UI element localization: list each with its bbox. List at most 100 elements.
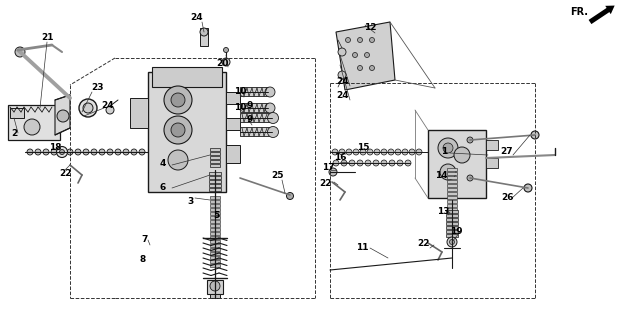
Circle shape [353,149,359,155]
Bar [210,216,220,219]
Bar [210,248,220,251]
Circle shape [268,126,278,137]
Circle shape [440,164,456,180]
Bar [8,105,60,140]
Text: 10: 10 [234,104,246,112]
Text: 17: 17 [322,163,334,172]
Circle shape [405,160,411,166]
Text: 20: 20 [216,59,228,68]
Bar [210,152,220,155]
Circle shape [367,149,373,155]
Bar [486,158,498,168]
Circle shape [60,150,65,155]
Circle shape [353,53,358,58]
Text: 10: 10 [234,88,246,96]
Bar [210,196,220,199]
Circle shape [346,38,351,43]
Bar [10,108,24,118]
Circle shape [15,47,25,57]
Circle shape [369,65,374,70]
Bar [210,228,220,231]
Circle shape [467,175,473,181]
Bar [240,113,272,122]
Circle shape [531,131,539,139]
Circle shape [341,160,347,166]
Text: 26: 26 [500,192,513,202]
Text: 2: 2 [11,129,17,137]
Text: 5: 5 [213,212,219,220]
Bar [240,127,272,136]
Bar [209,176,221,179]
Circle shape [99,149,105,155]
Bar [210,204,220,207]
Bar [210,212,220,215]
Circle shape [171,123,185,137]
Text: 27: 27 [500,147,513,156]
Text: FR.: FR. [570,7,588,17]
Bar [210,236,220,239]
Text: 14: 14 [435,172,447,181]
Text: 18: 18 [49,142,61,151]
Circle shape [332,149,338,155]
Circle shape [107,149,113,155]
Circle shape [524,184,532,192]
Bar [210,160,220,163]
Bar [446,218,458,221]
Circle shape [467,137,473,143]
Bar [447,184,457,187]
Circle shape [447,237,457,247]
Polygon shape [336,22,395,90]
Bar [210,232,220,235]
Circle shape [365,160,371,166]
Bar [210,256,220,259]
Bar [207,280,223,294]
Bar [447,188,457,191]
Circle shape [164,86,192,114]
Text: 9: 9 [247,115,253,125]
Circle shape [358,38,362,43]
Bar [447,168,457,171]
Circle shape [91,149,97,155]
Circle shape [57,110,69,122]
Circle shape [357,160,363,166]
Bar [428,130,486,198]
Bar [446,214,458,217]
Bar [240,87,270,96]
Bar [210,260,220,263]
Circle shape [373,160,379,166]
Circle shape [223,48,228,53]
Circle shape [51,149,57,155]
Circle shape [395,149,401,155]
Circle shape [438,138,458,158]
Bar [148,72,226,192]
Text: 24: 24 [191,13,204,23]
Text: 21: 21 [41,33,53,43]
Bar [210,156,220,159]
Bar [226,92,240,104]
Circle shape [369,38,374,43]
Text: 7: 7 [142,235,148,244]
Bar [446,226,458,229]
Bar [446,234,458,237]
Circle shape [360,149,366,155]
Circle shape [67,149,73,155]
Circle shape [365,53,369,58]
Circle shape [454,147,470,163]
Circle shape [83,103,93,113]
Bar [209,184,221,187]
Circle shape [106,106,114,114]
Bar [446,210,458,213]
Circle shape [397,160,403,166]
Circle shape [168,150,188,170]
Bar [130,98,148,128]
Bar [209,188,221,191]
Circle shape [416,149,422,155]
Text: 22: 22 [59,168,71,177]
Bar [226,145,240,163]
Circle shape [358,65,362,70]
Circle shape [83,149,89,155]
Bar [447,172,457,175]
Bar [447,180,457,183]
Circle shape [210,281,220,291]
Circle shape [388,149,394,155]
